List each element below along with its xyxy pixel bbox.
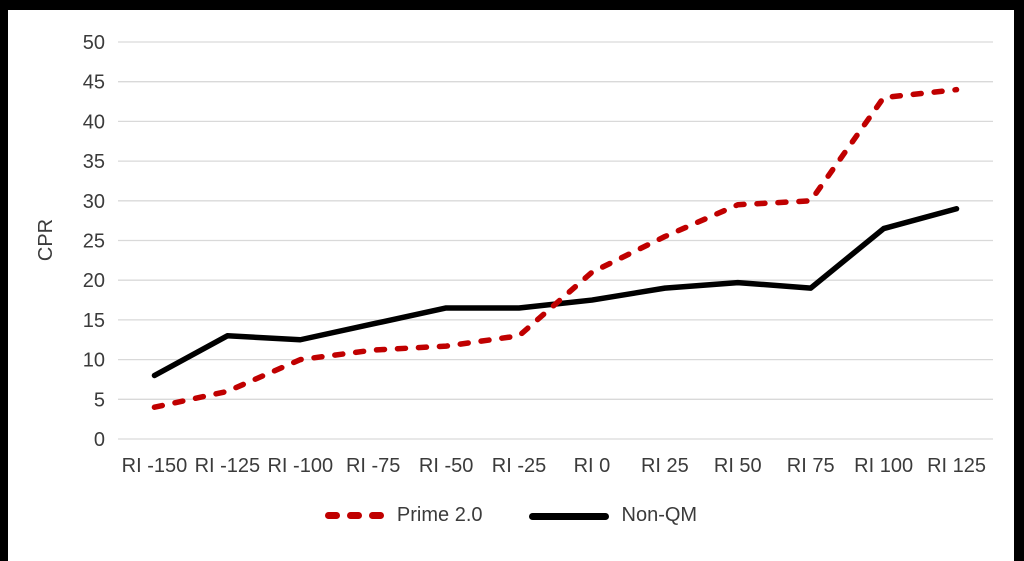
- x-tick-label: RI -150: [122, 455, 188, 477]
- nonqm-solid-line-icon: [528, 507, 609, 525]
- x-tick-label: RI -50: [419, 455, 473, 477]
- x-tick-label: RI 50: [714, 455, 762, 477]
- legend: Prime 2.0 Non-QM: [8, 504, 1014, 527]
- legend-item-prime: Prime 2.0: [324, 504, 483, 527]
- y-tick-label: 30: [83, 191, 105, 213]
- y-tick-label: 10: [83, 350, 105, 372]
- y-tick-label: 25: [83, 231, 105, 253]
- y-tick-label: 0: [94, 429, 105, 451]
- line-chart: 0 5 10 15 20 25 30 35 40 45 50 RI -150 RI -125 RI -10…: [35, 32, 993, 477]
- legend-item-nonqm: Non-QM: [528, 504, 698, 527]
- legend-label-nonqm: Non-QM: [621, 504, 698, 526]
- y-tick-label: 5: [94, 389, 105, 411]
- y-tick-label: 35: [83, 151, 105, 173]
- chart-canvas: 0 5 10 15 20 25 30 35 40 45 50 RI -150 RI -125 RI -10…: [8, 10, 1014, 561]
- x-tick-label: RI -75: [346, 455, 400, 477]
- y-tick-label: 45: [83, 72, 105, 94]
- x-tick-label: RI 25: [641, 455, 689, 477]
- series-line-non-qm: [151, 205, 960, 379]
- x-tick-label: RI 125: [927, 455, 986, 477]
- x-tick-label: RI -25: [492, 455, 546, 477]
- y-tick-label: 40: [83, 111, 105, 133]
- x-tick-label: RI 100: [854, 455, 913, 477]
- series-line-prime-2-0: [151, 86, 960, 410]
- y-tick-label: 15: [83, 310, 105, 332]
- x-tick-label: RI -125: [195, 455, 261, 477]
- legend-label-prime: Prime 2.0: [396, 504, 483, 526]
- y-tick-label: 20: [83, 270, 105, 292]
- y-tick-label: 50: [83, 32, 105, 54]
- x-tick-label: RI 0: [574, 455, 611, 477]
- x-tick-label: RI 75: [787, 455, 835, 477]
- y-axis-title: CPR: [35, 219, 57, 261]
- prime-dashed-line-icon: [324, 512, 384, 519]
- x-tick-label: RI -100: [267, 455, 333, 477]
